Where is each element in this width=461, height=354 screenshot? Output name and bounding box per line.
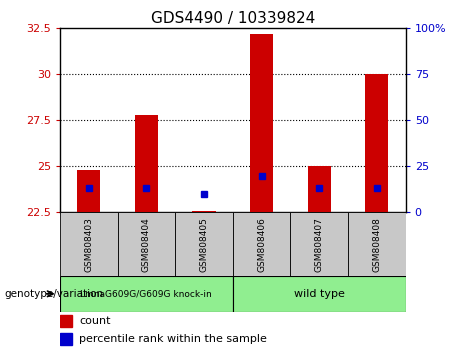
Text: GSM808405: GSM808405	[200, 217, 208, 272]
Text: wild type: wild type	[294, 289, 345, 299]
Text: count: count	[79, 316, 111, 326]
Bar	[233, 276, 406, 312]
Bar	[60, 315, 72, 327]
Bar	[193, 211, 216, 212]
Bar	[118, 212, 175, 276]
Bar	[77, 170, 100, 212]
Bar	[365, 74, 388, 212]
Text: GSM808404: GSM808404	[142, 217, 151, 272]
Text: GSM808406: GSM808406	[257, 217, 266, 272]
Text: LmnaG609G/G609G knock-in: LmnaG609G/G609G knock-in	[81, 289, 212, 298]
Bar	[60, 276, 233, 312]
Bar	[60, 212, 118, 276]
Bar	[60, 333, 72, 345]
Bar	[233, 212, 290, 276]
Text: genotype/variation: genotype/variation	[5, 289, 104, 299]
Text: percentile rank within the sample: percentile rank within the sample	[79, 334, 267, 344]
Bar	[290, 212, 348, 276]
Bar	[135, 115, 158, 212]
Text: GSM808407: GSM808407	[315, 217, 324, 272]
Bar	[250, 34, 273, 212]
Title: GDS4490 / 10339824: GDS4490 / 10339824	[151, 11, 315, 26]
Text: GSM808403: GSM808403	[84, 217, 93, 272]
Bar	[308, 166, 331, 212]
Bar	[348, 212, 406, 276]
Text: GSM808408: GSM808408	[372, 217, 381, 272]
Bar	[175, 212, 233, 276]
